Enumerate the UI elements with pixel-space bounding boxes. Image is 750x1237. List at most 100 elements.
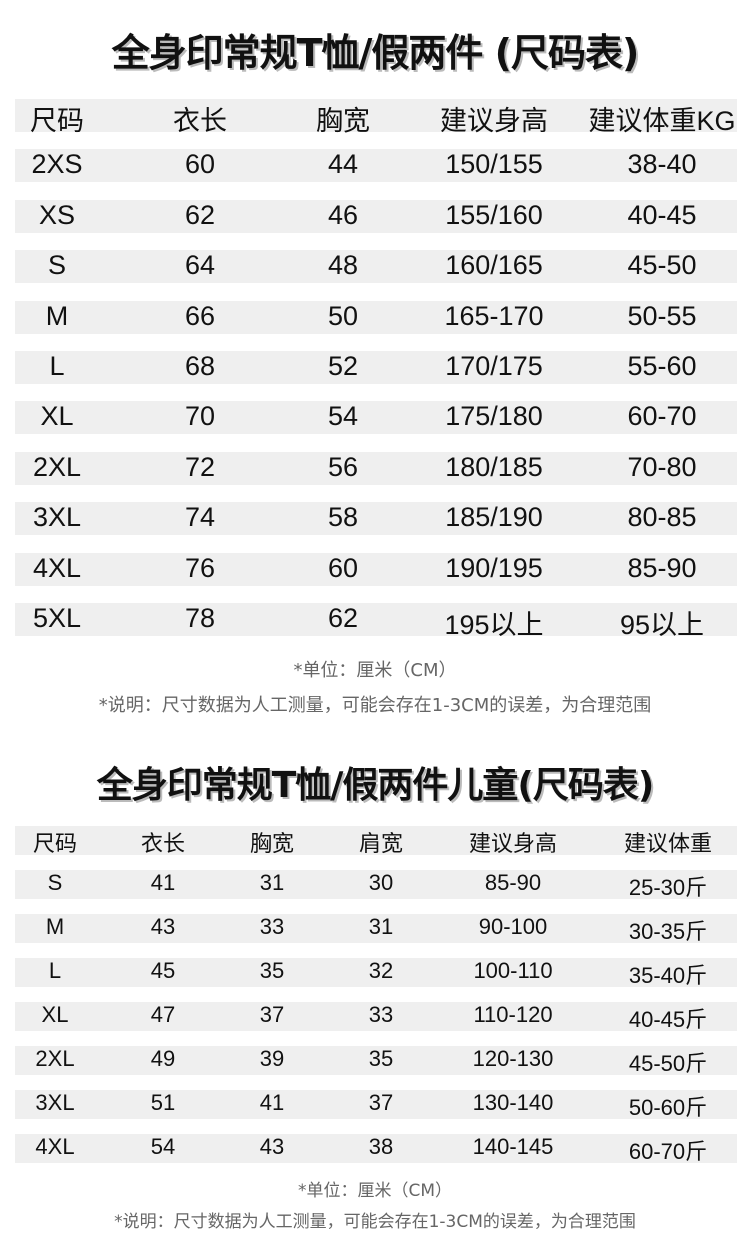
column-header: 胸宽 — [249, 831, 295, 856]
table-cell: 80-85 — [627, 502, 697, 533]
table-cell: 62 — [327, 603, 359, 633]
table-row — [15, 401, 737, 435]
table-cell: 56 — [327, 451, 359, 482]
table-cell: 35 — [368, 1046, 394, 1071]
table-cell: 30 — [368, 870, 394, 895]
adult-size-chart-title: 全身印常规T恤/假两件 (尺码表) — [111, 31, 640, 75]
table-row — [15, 958, 737, 987]
table-cell: 43 — [259, 1134, 285, 1159]
table-cell: 51 — [150, 1090, 176, 1115]
table-cell: 175/180 — [445, 401, 543, 432]
table-cell: 2XL — [32, 451, 82, 482]
table-cell: 55-60 — [627, 351, 697, 381]
table-cell: 44 — [327, 149, 359, 180]
table-row — [15, 300, 737, 334]
table-cell: 38-40 — [627, 149, 697, 180]
table-cell: 60 — [184, 149, 216, 180]
table-cell: 31 — [259, 870, 285, 895]
table-row — [15, 1046, 737, 1075]
table-cell: 76 — [184, 552, 216, 583]
table-cell: 45-50斤 — [628, 1051, 708, 1076]
table-row — [15, 199, 737, 233]
table-cell: 62 — [184, 199, 216, 230]
table-cell: 35-40斤 — [628, 963, 708, 988]
table-cell: 50-60斤 — [628, 1095, 708, 1120]
table-cell: 165-170 — [444, 300, 544, 331]
table-cell: 40-45斤 — [628, 1007, 708, 1032]
table-cell: 32 — [368, 958, 394, 983]
table-row — [15, 502, 737, 536]
table-cell: L — [48, 958, 62, 983]
table-row — [15, 1090, 737, 1119]
table-cell: 54 — [327, 401, 359, 432]
table-cell: 85-90 — [627, 552, 697, 583]
table-cell: 64 — [184, 250, 216, 281]
table-cell: 100-110 — [473, 958, 553, 983]
table-cell: 74 — [184, 502, 216, 533]
table-cell: 70 — [184, 401, 216, 432]
table-cell: 48 — [327, 250, 359, 281]
table-cell: L — [49, 351, 65, 381]
column-header: 衣长 — [173, 106, 227, 136]
table-header-row — [15, 99, 737, 132]
table-cell: 72 — [184, 451, 216, 482]
table-cell: 58 — [327, 502, 359, 533]
kids-unit-note: *单位：厘米（CM） — [297, 1181, 453, 1201]
table-row — [15, 149, 737, 183]
table-cell: XL — [41, 1002, 69, 1027]
table-cell: 33 — [259, 914, 285, 939]
table-row — [15, 1134, 737, 1163]
table-cell: 39 — [259, 1046, 285, 1071]
table-cell: 2XS — [31, 149, 83, 180]
table-cell: 60 — [327, 552, 359, 583]
table-cell: M — [45, 914, 65, 939]
adult-description-note: *说明：尺寸数据为人工测量，可能会存在1-3CM的误差，为合理范围 — [98, 695, 652, 716]
column-header: 建议体重KG — [588, 106, 736, 136]
table-cell: 41 — [259, 1090, 285, 1115]
table-cell: 110-120 — [473, 1002, 553, 1027]
table-cell: 46 — [327, 199, 359, 230]
table-row — [15, 250, 737, 284]
table-cell: 30-35斤 — [628, 919, 708, 944]
table-cell: 155/160 — [445, 199, 543, 230]
table-cell: 40-45 — [627, 199, 697, 230]
table-cell: 50 — [327, 300, 359, 331]
table-cell: XL — [40, 401, 74, 432]
table-row — [15, 351, 737, 384]
table-cell: 43 — [150, 914, 176, 939]
table-cell: 25-30斤 — [628, 875, 708, 900]
table-cell: 140-145 — [472, 1134, 554, 1159]
table-cell: 33 — [368, 1002, 394, 1027]
table-cell: 52 — [327, 351, 359, 381]
table-cell: 60-70斤 — [628, 1139, 708, 1164]
column-header: 尺码 — [32, 831, 78, 856]
table-row — [15, 603, 737, 636]
column-header: 建议体重 — [623, 831, 713, 856]
table-cell: 195以上 — [444, 610, 544, 640]
table-cell: 4XL — [32, 552, 82, 583]
table-cell: 70-80 — [627, 451, 697, 482]
table-cell: 37 — [368, 1090, 394, 1115]
table-cell: 38 — [368, 1134, 394, 1159]
table-cell: 45 — [150, 958, 176, 983]
table-row — [15, 870, 737, 899]
table-cell: 31 — [368, 914, 394, 939]
table-cell: XS — [38, 199, 76, 230]
column-header: 肩宽 — [358, 831, 404, 856]
table-row — [15, 552, 737, 586]
adult-unit-note: *单位：厘米（CM） — [293, 660, 457, 681]
table-cell: 160/165 — [445, 250, 543, 281]
table-cell: 45-50 — [627, 250, 697, 281]
column-header: 尺码 — [30, 106, 84, 136]
table-cell: 78 — [184, 603, 216, 633]
table-cell: S — [47, 250, 67, 281]
table-cell: M — [45, 300, 69, 331]
table-cell: 3XL — [35, 1090, 75, 1115]
table-cell: 54 — [150, 1134, 176, 1159]
table-cell: 68 — [184, 351, 216, 381]
table-cell: 49 — [150, 1046, 176, 1071]
table-cell: 85-90 — [484, 870, 542, 895]
column-header: 建议身高 — [440, 106, 548, 136]
table-cell: 150/155 — [445, 149, 543, 180]
table-cell: 47 — [150, 1002, 176, 1027]
